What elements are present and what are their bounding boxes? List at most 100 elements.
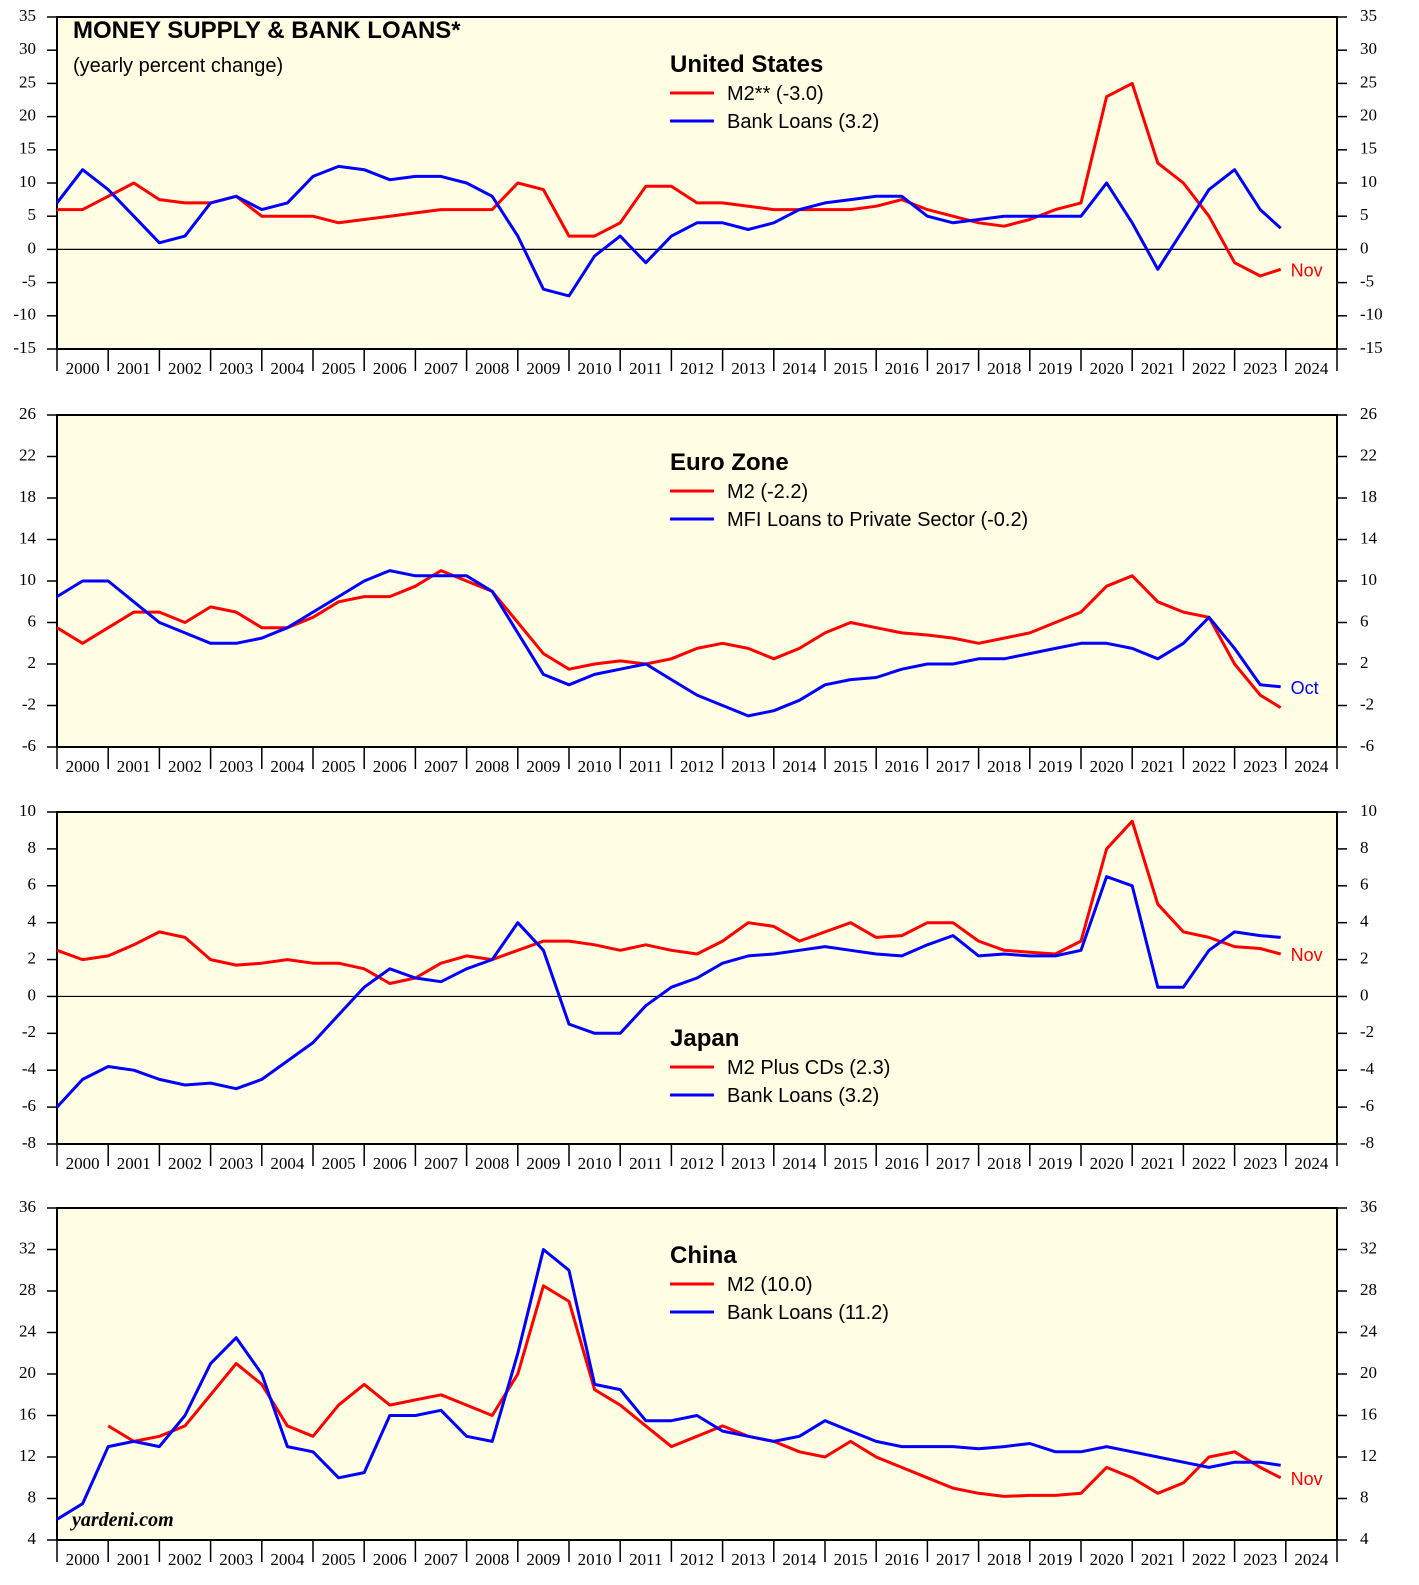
y-tick-label: -2: [1360, 694, 1374, 713]
legend-label: M2 (-2.2): [727, 481, 808, 503]
y-tick-label: 6: [1360, 875, 1369, 894]
x-tick-label: 2009: [526, 359, 560, 378]
x-tick-label: 2019: [1038, 1154, 1072, 1173]
x-tick-label: 2024: [1294, 1550, 1329, 1569]
y-tick-label: 8: [28, 1487, 37, 1506]
series-line: [107, 1284, 1282, 1498]
y-tick-label: -8: [22, 1133, 36, 1152]
series-line: [56, 569, 1282, 709]
y-tick-label: 22: [1360, 445, 1377, 464]
legend-label: Bank Loans (11.2): [727, 1302, 889, 1324]
y-tick-label: 35: [1360, 6, 1377, 25]
y-tick-label: 35: [19, 6, 36, 25]
x-tick-label: 2008: [475, 359, 509, 378]
y-tick-label: -15: [13, 338, 36, 357]
legend-label: M2 (10.0): [727, 1274, 813, 1296]
plot-area: [56, 16, 1338, 350]
end-label: Nov: [1291, 945, 1323, 965]
y-tick-label: 12: [19, 1446, 36, 1465]
y-tick-label: 15: [1360, 139, 1377, 158]
y-tick-label: -15: [1360, 338, 1383, 357]
x-tick-label: 2015: [834, 1154, 868, 1173]
y-tick-label: 4: [28, 1529, 37, 1548]
x-tick-label: 2007: [424, 359, 459, 378]
y-tick-label: 20: [19, 1363, 36, 1382]
y-tick-label: 0: [28, 985, 37, 1004]
y-tick-label: 20: [1360, 1363, 1377, 1382]
x-tick-label: 2003: [219, 1154, 253, 1173]
y-tick-label: 4: [1360, 1529, 1369, 1548]
y-tick-label: 26: [1360, 404, 1377, 423]
x-tick-label: 2013: [731, 1154, 765, 1173]
x-tick-label: 2021: [1141, 757, 1175, 776]
x-tick-label: 2000: [66, 1154, 100, 1173]
x-tick-label: 2017: [936, 1154, 971, 1173]
y-tick-label: 10: [19, 570, 36, 589]
y-tick-label: 8: [28, 838, 37, 857]
x-tick-label: 2012: [680, 757, 714, 776]
x-tick-label: 2004: [270, 1154, 305, 1173]
x-tick-label: 2022: [1192, 359, 1226, 378]
series-line: [56, 569, 1281, 718]
y-tick-label: 2: [1360, 948, 1369, 967]
x-tick-label: 2009: [526, 1154, 560, 1173]
legend-label: MFI Loans to Private Sector (-0.2): [727, 509, 1028, 531]
x-tick-label: 2009: [526, 1550, 560, 1569]
x-tick-label: 2001: [117, 757, 151, 776]
y-tick-label: 22: [19, 445, 36, 464]
y-tick-label: -10: [13, 305, 36, 324]
x-tick-label: 2006: [373, 757, 407, 776]
x-tick-label: 2020: [1090, 1154, 1124, 1173]
x-tick-label: 2014: [782, 757, 817, 776]
plot-area: [56, 1207, 1338, 1541]
y-tick-label: -6: [22, 1096, 36, 1115]
x-tick-label: 2016: [885, 1550, 919, 1569]
y-tick-label: 8: [1360, 838, 1369, 857]
x-tick-label: 2010: [578, 359, 612, 378]
x-tick-label: 2014: [782, 1550, 817, 1569]
y-tick-label: 8: [1360, 1487, 1369, 1506]
series-line: [56, 1248, 1281, 1521]
x-tick-label: 2007: [424, 1154, 459, 1173]
x-tick-label: 2006: [373, 359, 407, 378]
x-tick-label: 2000: [66, 359, 100, 378]
legend-title: China: [670, 1242, 737, 1269]
x-tick-label: 2010: [578, 1550, 612, 1569]
series-line: [55, 164, 1282, 298]
x-tick-label: 2015: [834, 1550, 868, 1569]
series-line: [57, 81, 1282, 278]
x-tick-label: 2012: [680, 1154, 714, 1173]
x-tick-label: 2008: [475, 1550, 509, 1569]
x-tick-label: 2021: [1141, 359, 1175, 378]
y-tick-label: 12: [1360, 1446, 1377, 1465]
x-tick-label: 2018: [987, 757, 1021, 776]
y-tick-label: 36: [1360, 1197, 1377, 1216]
x-tick-label: 2010: [578, 757, 612, 776]
y-tick-label: -4: [22, 1059, 37, 1078]
y-tick-label: 28: [19, 1280, 36, 1299]
x-tick-label: 2009: [526, 757, 560, 776]
y-tick-label: 5: [1360, 205, 1369, 224]
x-tick-label: 2019: [1038, 1550, 1072, 1569]
x-tick-label: 2011: [629, 757, 662, 776]
y-tick-label: 30: [19, 39, 36, 58]
y-tick-label: 6: [28, 875, 37, 894]
x-tick-label: 2013: [731, 1550, 765, 1569]
x-tick-label: 2016: [885, 757, 919, 776]
legend-label: Bank Loans (3.2): [727, 111, 879, 133]
x-tick-label: 2002: [168, 1154, 202, 1173]
x-tick-label: 2010: [578, 1154, 612, 1173]
y-tick-label: 4: [1360, 912, 1369, 931]
y-tick-label: 6: [1360, 611, 1369, 630]
y-tick-label: -8: [1360, 1133, 1374, 1152]
x-tick-label: 2001: [117, 1154, 151, 1173]
series-line: [55, 875, 1281, 1109]
legend-title: Euro Zone: [670, 449, 789, 476]
x-tick-label: 2021: [1141, 1550, 1175, 1569]
x-tick-label: 2012: [680, 1550, 714, 1569]
x-tick-label: 2024: [1294, 359, 1329, 378]
y-tick-label: 10: [19, 172, 36, 191]
end-label: Nov: [1291, 260, 1323, 280]
y-tick-label: 10: [19, 801, 36, 820]
